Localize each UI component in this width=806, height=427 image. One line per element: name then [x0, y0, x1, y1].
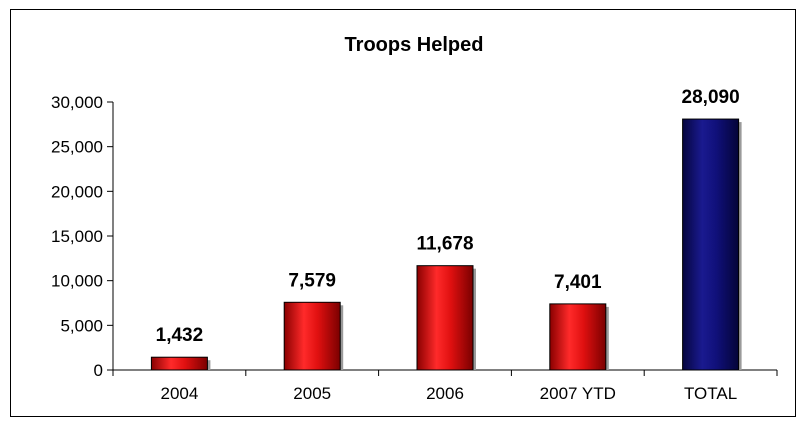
x-tick-label: 2007 YTD [540, 384, 616, 403]
data-label: 7,401 [554, 272, 602, 293]
chart-title: Troops Helped [345, 34, 484, 56]
y-tick-label: 5,000 [60, 316, 103, 335]
data-label: 7,579 [288, 270, 336, 291]
bar-2006 [416, 265, 474, 371]
y-tick-label: 20,000 [51, 182, 103, 201]
x-tick-label: 2006 [426, 384, 464, 403]
y-tick-label: 25,000 [51, 138, 103, 157]
data-label: 11,678 [416, 234, 473, 255]
bar-2004 [150, 356, 208, 371]
y-tick-label: 30,000 [51, 93, 103, 112]
data-label: 28,090 [682, 87, 740, 108]
plot-area: 0 5,000 10,000 15,000 20,000 25,000 30,000 2004… [51, 87, 778, 403]
bar-2005 [283, 301, 341, 371]
bar-total [682, 118, 740, 371]
y-tick-label: 10,000 [51, 272, 103, 291]
x-tick-label: TOTAL [684, 384, 737, 403]
y-tick-label: 0 [94, 361, 103, 380]
bar-chart: Troops Helped 0 5,000 10,000 15,000 20,000 25… [51, 34, 778, 403]
bar-2007-ytd [549, 303, 607, 371]
chart-frame: Troops Helped 0 5,000 10,000 15,000 20,000 25… [10, 9, 796, 417]
x-tick-label: 2004 [160, 384, 198, 403]
data-label: 1,432 [156, 325, 204, 346]
x-tick-label: 2005 [293, 384, 331, 403]
y-tick-label: 15,000 [51, 227, 103, 246]
